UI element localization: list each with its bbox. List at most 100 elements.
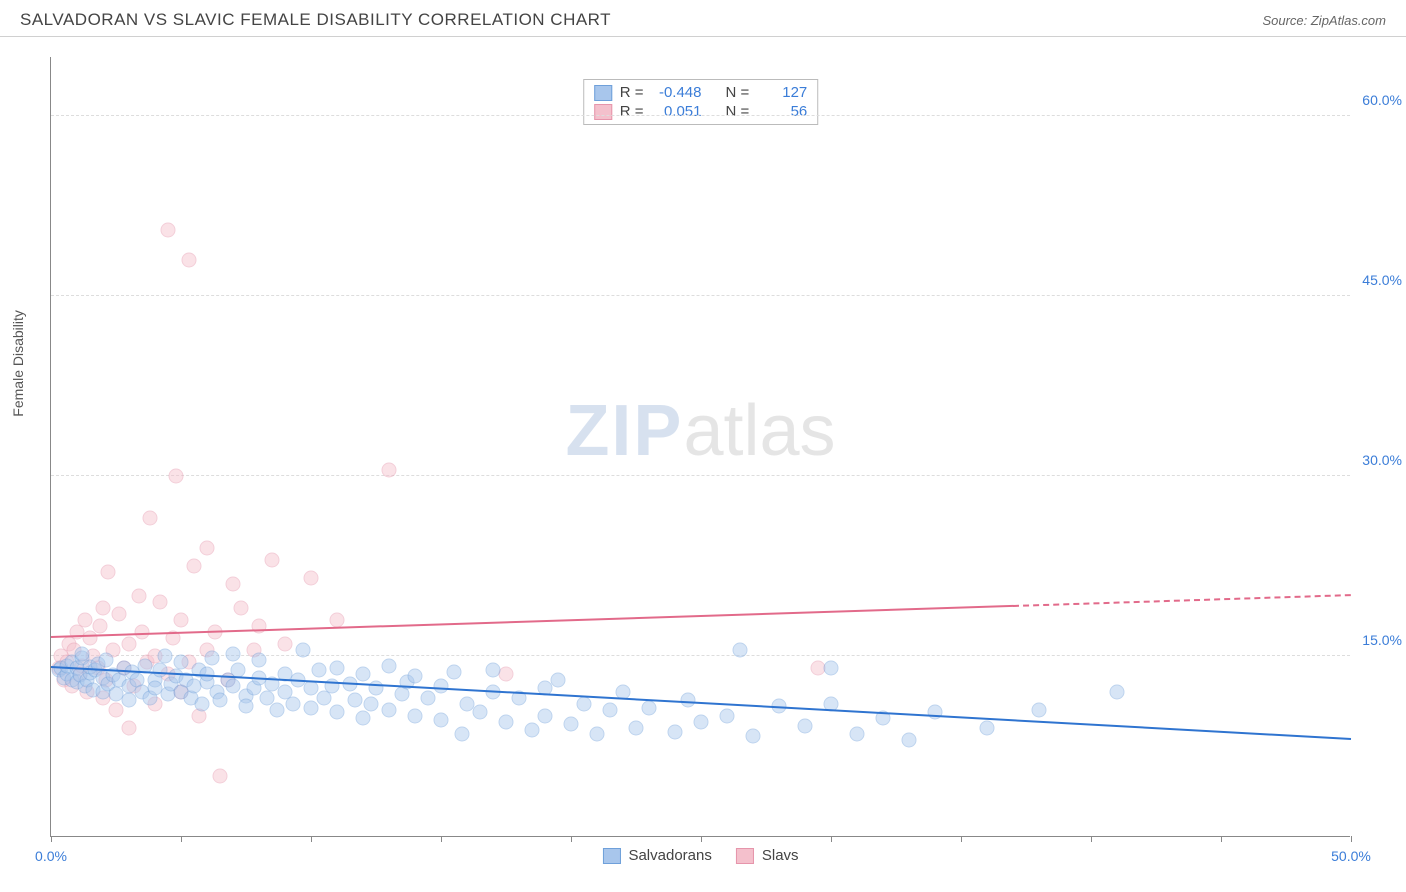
scatter-point — [233, 601, 248, 616]
scatter-point — [213, 769, 228, 784]
source-name: ZipAtlas.com — [1311, 13, 1386, 28]
scatter-point — [226, 646, 241, 661]
gridline-h — [51, 655, 1350, 656]
scatter-point — [142, 511, 157, 526]
chart-container: Female Disability ZIPatlas R = -0.448 N … — [0, 37, 1406, 887]
scatter-point — [158, 649, 173, 664]
scatter-point — [265, 553, 280, 568]
gridline-h — [51, 295, 1350, 296]
scatter-point — [356, 667, 371, 682]
watermark: ZIPatlas — [565, 390, 835, 472]
scatter-point — [980, 721, 995, 736]
scatter-point — [382, 658, 397, 673]
y-tick-label: 30.0% — [1362, 452, 1402, 468]
scatter-point — [421, 691, 436, 706]
scatter-point — [330, 705, 345, 720]
scatter-point — [226, 577, 241, 592]
plot-area: ZIPatlas R = -0.448 N = 127 R = 0.051 N … — [50, 57, 1350, 837]
x-tick — [701, 836, 702, 842]
x-tick — [311, 836, 312, 842]
scatter-point — [902, 733, 917, 748]
x-tick — [831, 836, 832, 842]
scatter-point — [356, 711, 371, 726]
y-tick-label: 60.0% — [1362, 92, 1402, 108]
scatter-point — [629, 721, 644, 736]
scatter-point — [252, 652, 267, 667]
stats-legend-box: R = -0.448 N = 127 R = 0.051 N = 56 — [583, 79, 819, 125]
scatter-point — [101, 565, 116, 580]
n-value-slavs: 56 — [757, 103, 807, 120]
scatter-point — [590, 727, 605, 742]
scatter-point — [434, 712, 449, 727]
scatter-point — [161, 223, 176, 238]
legend-swatch-slavs — [736, 848, 754, 864]
x-tick — [1221, 836, 1222, 842]
scatter-point — [330, 661, 345, 676]
scatter-point — [642, 700, 657, 715]
scatter-point — [330, 613, 345, 628]
scatter-point — [77, 613, 92, 628]
scatter-point — [311, 663, 326, 678]
scatter-point — [132, 589, 147, 604]
trendline — [51, 605, 1013, 638]
scatter-point — [122, 721, 137, 736]
legend-label-salvadorans: Salvadorans — [628, 847, 711, 864]
scatter-point — [213, 693, 228, 708]
stats-row-slavs: R = 0.051 N = 56 — [594, 102, 808, 121]
legend-swatch-salvadorans — [602, 848, 620, 864]
scatter-point — [226, 679, 241, 694]
swatch-salvadorans — [594, 85, 612, 101]
chart-header: SALVADORAN VS SLAVIC FEMALE DISABILITY C… — [0, 0, 1406, 37]
scatter-point — [1032, 703, 1047, 718]
scatter-point — [798, 718, 813, 733]
scatter-point — [1110, 685, 1125, 700]
scatter-point — [296, 643, 311, 658]
scatter-point — [434, 679, 449, 694]
scatter-point — [93, 619, 108, 634]
scatter-point — [200, 541, 215, 556]
scatter-point — [270, 703, 285, 718]
scatter-point — [603, 703, 618, 718]
scatter-point — [447, 664, 462, 679]
scatter-point — [499, 667, 514, 682]
scatter-point — [668, 724, 683, 739]
legend-item-slavs: Slavs — [736, 847, 799, 864]
x-tick — [181, 836, 182, 842]
r-value-salvadorans: -0.448 — [652, 84, 702, 101]
scatter-point — [746, 729, 761, 744]
n-label: N = — [726, 103, 750, 120]
scatter-point — [454, 727, 469, 742]
scatter-point — [181, 253, 196, 268]
scatter-point — [304, 571, 319, 586]
r-value-slavs: 0.051 — [652, 103, 702, 120]
scatter-point — [153, 595, 168, 610]
scatter-point — [564, 717, 579, 732]
gridline-h — [51, 115, 1350, 116]
scatter-point — [525, 723, 540, 738]
n-value-salvadorans: 127 — [757, 84, 807, 101]
scatter-point — [473, 705, 488, 720]
scatter-point — [538, 709, 553, 724]
scatter-point — [824, 661, 839, 676]
scatter-point — [83, 631, 98, 646]
scatter-point — [551, 673, 566, 688]
scatter-point — [111, 607, 126, 622]
scatter-point — [382, 463, 397, 478]
scatter-point — [174, 613, 189, 628]
source-attribution: Source: ZipAtlas.com — [1262, 13, 1386, 28]
scatter-point — [174, 655, 189, 670]
x-tick — [441, 836, 442, 842]
r-label: R = — [620, 103, 644, 120]
watermark-zip: ZIP — [565, 391, 683, 471]
x-tick-label: 0.0% — [35, 848, 67, 864]
scatter-point — [109, 703, 124, 718]
legend-label-slavs: Slavs — [762, 847, 799, 864]
trendline-dashed — [1013, 594, 1351, 607]
scatter-point — [928, 705, 943, 720]
scatter-point — [96, 601, 111, 616]
scatter-point — [194, 697, 209, 712]
scatter-point — [499, 715, 514, 730]
x-tick — [1351, 836, 1352, 842]
scatter-point — [304, 681, 319, 696]
bottom-legend: Salvadorans Slavs — [602, 847, 798, 864]
